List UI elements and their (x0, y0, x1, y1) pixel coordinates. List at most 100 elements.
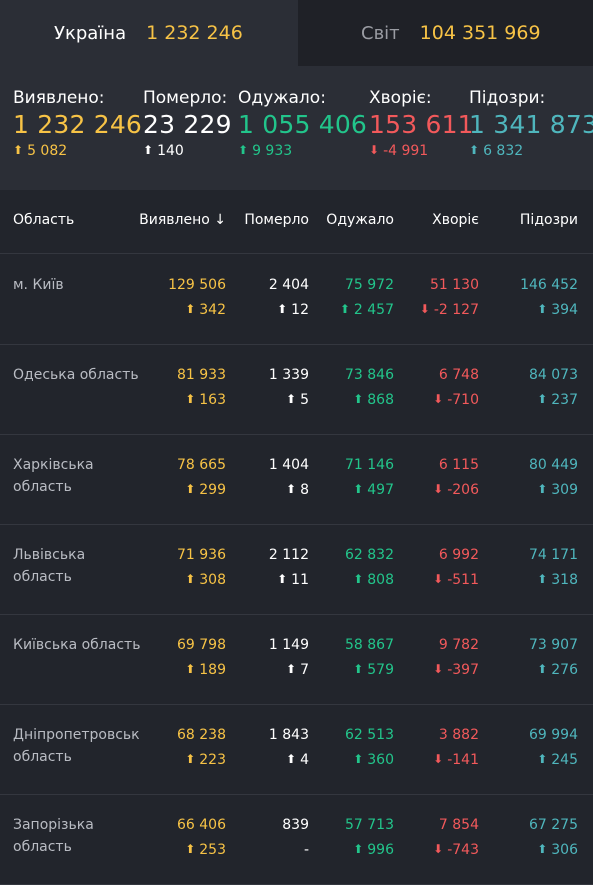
recovered-delta-value: 868 (367, 392, 394, 408)
died-cell: 1 404 ⬆ 8 (269, 454, 309, 501)
header-detected[interactable]: Виявлено ↓ (139, 212, 226, 228)
sick-delta: ⬇ -206 (433, 479, 479, 501)
suspected-delta-value: 237 (551, 392, 578, 408)
detected-delta: ⬆ 299 (177, 479, 226, 501)
header-sick[interactable]: Хворіє (432, 212, 479, 228)
detected-value: 71 936 (177, 547, 226, 563)
header-died[interactable]: Померло (244, 212, 309, 228)
detected-value: 78 665 (177, 457, 226, 473)
detected-cell: 129 506 ⬆ 342 (168, 274, 226, 321)
arrow-down-icon: ⬇ (433, 752, 444, 766)
recovered-delta: ⬆ 360 (345, 749, 394, 771)
suspected-value: 80 449 (529, 457, 578, 473)
sick-delta-value: -141 (447, 752, 479, 768)
tab-ukraine-label: Україна (54, 22, 127, 44)
summary-suspected-label: Підозри: (469, 88, 546, 108)
arrow-down-icon: ⬇ (433, 662, 444, 676)
sick-delta: ⬇ -511 (433, 569, 479, 591)
detected-delta: ⬆ 308 (177, 569, 226, 591)
recovered-delta: ⬆ 579 (345, 659, 394, 681)
summary-sick-value: 153 611 (369, 110, 474, 139)
died-delta-value: - (303, 842, 309, 858)
suspected-cell: 74 171 ⬆ 318 (529, 544, 578, 591)
arrow-up-icon: ⬆ (238, 143, 249, 157)
detected-delta-value: 308 (199, 572, 226, 588)
summary-died-label: Померло: (143, 88, 228, 108)
suspected-delta-value: 394 (551, 302, 578, 318)
suspected-cell: 80 449 ⬆ 309 (529, 454, 578, 501)
suspected-cell: 146 452 ⬆ 394 (520, 274, 578, 321)
suspected-value: 74 171 (529, 547, 578, 563)
sick-delta: ⬇ -141 (433, 749, 479, 771)
sick-cell: 6 748 ⬇ -710 (433, 364, 479, 411)
sick-value: 7 854 (438, 817, 479, 833)
sick-delta-value: -511 (447, 572, 479, 588)
suspected-cell: 73 907 ⬆ 276 (529, 634, 578, 681)
table-row[interactable]: Київська область 69 798 ⬆ 189 1 149 ⬆ 7 58 867 ⬆… (0, 614, 593, 705)
recovered-delta: ⬆ 808 (345, 569, 394, 591)
recovered-delta-value: 497 (367, 482, 394, 498)
summary-detected-label: Виявлено: (13, 88, 105, 108)
header-detected-label: Виявлено (139, 212, 210, 228)
sick-delta: ⬇ -710 (433, 389, 479, 411)
header-suspected[interactable]: Підозри (519, 212, 578, 228)
header-recovered[interactable]: Одужало (326, 212, 394, 228)
recovered-value: 58 867 (345, 637, 394, 653)
table-row[interactable]: м. Київ 129 506 ⬆ 342 2 404 ⬆ 12 75 972 ⬆ 2 457 51… (0, 254, 593, 345)
sick-value: 6 748 (438, 367, 479, 383)
recovered-value: 73 846 (345, 367, 394, 383)
region-name: Одеська область (13, 367, 139, 383)
table-row[interactable]: Дніпропетровськ область 68 238 ⬆ 223 1 843 ⬆ 4… (0, 704, 593, 795)
died-delta: ⬆ 12 (269, 299, 309, 321)
summary-panel: Виявлено: 1 232 246 ⬆ 5 082 Померло: 23 2… (0, 66, 593, 190)
recovered-value: 62 513 (345, 727, 394, 743)
died-value: 1 404 (268, 457, 309, 473)
suspected-delta: ⬆ 237 (529, 389, 578, 411)
suspected-delta-value: 276 (551, 662, 578, 678)
died-value: 2 404 (268, 277, 309, 293)
died-value: 839 (282, 817, 309, 833)
summary-recovered-delta: ⬆ 9 933 (238, 143, 367, 159)
summary-detected-delta-value: 5 082 (27, 143, 68, 159)
sick-delta-value: -397 (447, 662, 479, 678)
table-row[interactable]: Одеська область 81 933 ⬆ 163 1 339 ⬆ 5 73 846 ⬆ 8… (0, 344, 593, 435)
table-row[interactable]: Львівська область 71 936 ⬆ 308 2 112 ⬆ 11 62 83… (0, 524, 593, 615)
sick-cell: 6 115 ⬇ -206 (433, 454, 479, 501)
recovered-cell: 75 972 ⬆ 2 457 (340, 274, 394, 321)
died-value: 2 112 (268, 547, 309, 563)
header-region[interactable]: Область (13, 212, 75, 228)
recovered-delta: ⬆ 2 457 (340, 299, 394, 321)
died-delta-value: 8 (300, 482, 309, 498)
recovered-delta-value: 360 (367, 752, 394, 768)
sick-cell: 7 854 ⬇ -743 (433, 814, 479, 861)
summary-suspected-delta: ⬆ 6 832 (469, 143, 593, 159)
died-delta-value: 12 (291, 302, 309, 318)
tab-ukraine[interactable]: Україна 1 232 246 (0, 0, 298, 66)
table-row[interactable]: Запорізька область 66 406 ⬆ 253 839-57 713 ⬆ 9… (0, 794, 593, 885)
arrow-down-icon: ⬇ (433, 482, 444, 496)
table-row[interactable]: Харківська область 78 665 ⬆ 299 1 404 ⬆ 8 71 14… (0, 434, 593, 525)
sick-cell: 9 782 ⬇ -397 (433, 634, 479, 681)
arrow-up-icon: ⬆ (13, 143, 24, 157)
detected-value: 66 406 (177, 817, 226, 833)
summary-died-value: 23 229 (143, 110, 232, 139)
arrow-up-icon: ⬆ (143, 143, 154, 157)
summary-sick-delta-value: -4 991 (383, 143, 429, 159)
sick-delta: ⬇ -2 127 (420, 299, 479, 321)
tab-world[interactable]: Світ 104 351 969 (298, 0, 593, 66)
detected-delta: ⬆ 189 (177, 659, 226, 681)
summary-suspected-value: 1 341 873 (469, 110, 593, 139)
arrow-up-icon: ⬆ (185, 842, 196, 856)
sick-cell: 3 882 ⬇ -141 (433, 724, 479, 771)
sick-delta: ⬇ -743 (433, 839, 479, 861)
died-delta-value: 11 (291, 572, 309, 588)
detected-value: 129 506 (168, 277, 226, 293)
died-delta-value: 5 (300, 392, 309, 408)
died-delta: - (282, 839, 309, 861)
detected-delta-value: 253 (199, 842, 226, 858)
sick-cell: 6 992 ⬇ -511 (433, 544, 479, 591)
region-name: Львівська область (13, 547, 86, 585)
recovered-cell: 62 832 ⬆ 808 (345, 544, 394, 591)
detected-value: 69 798 (177, 637, 226, 653)
recovered-delta-value: 808 (367, 572, 394, 588)
